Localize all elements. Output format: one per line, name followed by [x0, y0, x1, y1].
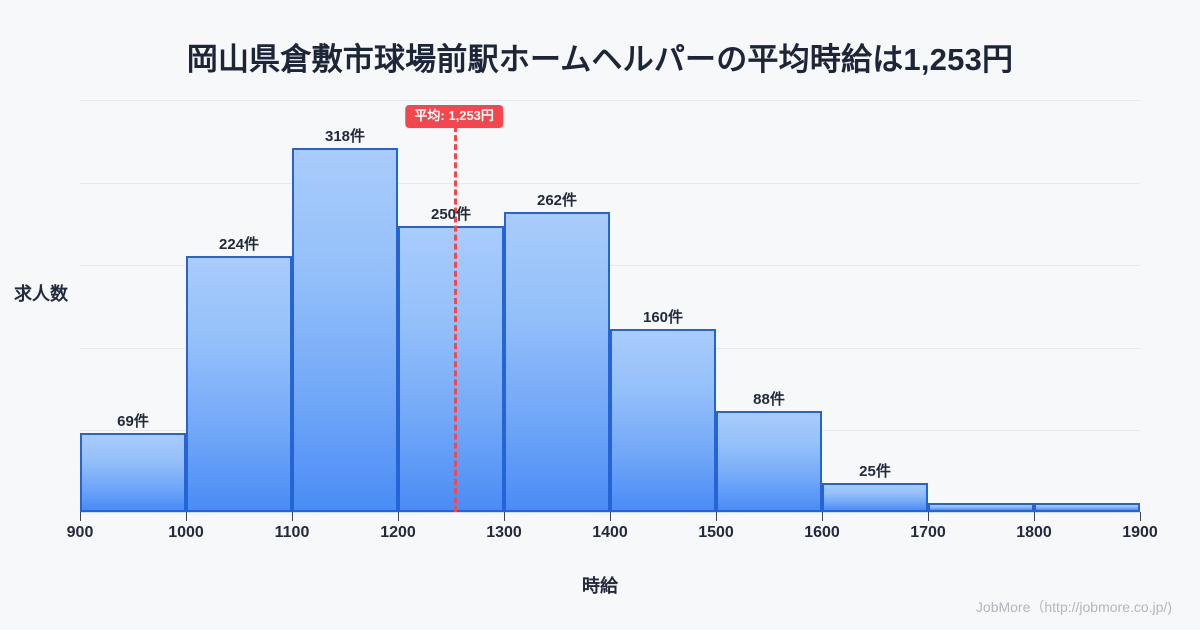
x-axis-tick-mark: [610, 512, 611, 521]
footer-credit: JobMore（http://jobmore.co.jp/): [975, 599, 1172, 615]
bar-value-label: 250件: [430, 205, 472, 223]
x-axis-tick-label: 1600: [804, 524, 840, 541]
bar-value-label: 160件: [642, 308, 684, 326]
x-axis-tick-label: 1300: [486, 524, 522, 541]
plot-area: [80, 100, 1140, 512]
histogram-bar: [610, 328, 716, 512]
x-axis-tick-mark: [1140, 512, 1141, 521]
bar-value-label: 318件: [324, 128, 366, 146]
histogram-bar: [398, 225, 504, 512]
histogram-bar: [292, 148, 398, 512]
x-axis-tick-label: 900: [66, 524, 94, 541]
histogram-bar: [822, 483, 928, 512]
histogram-bar: [504, 212, 610, 512]
x-axis-tick-label: 1500: [698, 524, 734, 541]
x-axis-tick-mark: [80, 512, 81, 521]
bar-value-label: 88件: [753, 391, 785, 409]
bar-value-label: 25件: [859, 463, 891, 481]
x-axis-tick-label: 1000: [168, 524, 204, 541]
gridline: [80, 265, 1140, 266]
x-axis-tick-label: 1100: [274, 524, 310, 541]
x-axis-tick-label: 1800: [1016, 524, 1052, 541]
gridline: [80, 100, 1140, 101]
x-axis-tick-mark: [186, 512, 187, 521]
x-axis-tick-label: 1700: [910, 524, 946, 541]
x-axis-tick-mark: [504, 512, 505, 521]
histogram-bar: [928, 503, 1034, 512]
x-axis-tick-label: 1400: [592, 524, 628, 541]
histogram-bar: [716, 411, 822, 512]
x-axis-tick-mark: [398, 512, 399, 521]
x-axis-tick-mark: [928, 512, 929, 521]
bar-value-label: 224件: [218, 235, 260, 253]
histogram-bar: [80, 433, 186, 512]
y-axis-title: 求人数: [14, 284, 68, 304]
bar-value-label: 262件: [536, 192, 578, 210]
histogram-bar: [1034, 503, 1140, 512]
x-axis-tick-label: 1900: [1122, 524, 1158, 541]
chart-title: 岡山県倉敷市球場前駅ホームヘルパーの平均時給は1,253円: [186, 42, 1014, 77]
x-axis-tick-mark: [292, 512, 293, 521]
x-axis-tick-mark: [822, 512, 823, 521]
average-line: [454, 108, 458, 512]
average-badge: 平均: 1,253円: [405, 105, 503, 129]
x-axis-title: 時給: [582, 576, 618, 596]
histogram-bar: [186, 255, 292, 512]
x-axis-tick-mark: [716, 512, 717, 521]
bar-value-label: 69件: [117, 413, 149, 431]
gridline: [80, 183, 1140, 184]
x-axis-tick-mark: [1034, 512, 1035, 521]
x-axis-tick-label: 1200: [380, 524, 416, 541]
